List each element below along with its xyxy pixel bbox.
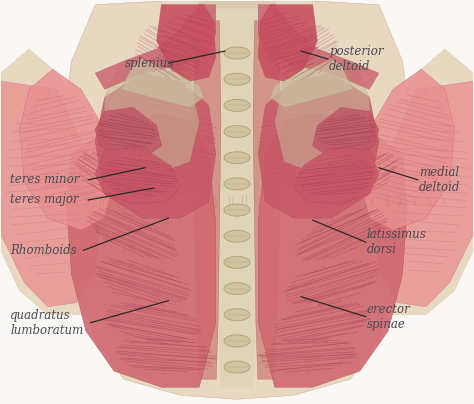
Text: Rhomboids: Rhomboids <box>10 244 77 257</box>
Polygon shape <box>294 147 379 204</box>
Ellipse shape <box>224 257 250 268</box>
Text: erector
spinae: erector spinae <box>367 303 410 331</box>
Polygon shape <box>258 5 318 81</box>
Polygon shape <box>374 81 474 307</box>
Text: teres minor: teres minor <box>10 173 80 186</box>
Ellipse shape <box>224 47 250 59</box>
Ellipse shape <box>224 152 250 164</box>
Polygon shape <box>253 21 281 379</box>
Text: quadratus
lumboratum: quadratus lumboratum <box>10 309 83 337</box>
Ellipse shape <box>224 99 250 112</box>
Ellipse shape <box>224 309 250 321</box>
Ellipse shape <box>224 178 250 190</box>
Polygon shape <box>95 147 180 204</box>
Polygon shape <box>19 69 114 230</box>
Polygon shape <box>258 73 379 218</box>
Polygon shape <box>270 59 353 107</box>
Polygon shape <box>275 57 369 172</box>
Ellipse shape <box>224 204 250 216</box>
Ellipse shape <box>224 282 250 295</box>
Polygon shape <box>67 114 216 387</box>
Polygon shape <box>258 5 379 89</box>
Polygon shape <box>95 107 161 158</box>
Text: posterior
deltoid: posterior deltoid <box>329 45 383 73</box>
Polygon shape <box>193 21 221 379</box>
Polygon shape <box>360 69 455 230</box>
Ellipse shape <box>224 73 250 85</box>
Text: splenius: splenius <box>125 57 174 69</box>
Polygon shape <box>62 1 412 399</box>
Text: latissimus
dorsi: latissimus dorsi <box>367 228 427 256</box>
Ellipse shape <box>224 361 250 373</box>
Polygon shape <box>190 1 284 61</box>
Polygon shape <box>360 49 474 315</box>
Polygon shape <box>95 73 216 218</box>
Ellipse shape <box>224 126 250 138</box>
Text: teres major: teres major <box>10 194 79 206</box>
Polygon shape <box>105 57 199 172</box>
Polygon shape <box>156 5 216 81</box>
Polygon shape <box>214 9 260 387</box>
Polygon shape <box>95 5 216 89</box>
Text: medial
deltoid: medial deltoid <box>419 166 460 194</box>
Polygon shape <box>0 49 114 315</box>
Polygon shape <box>313 107 379 158</box>
Ellipse shape <box>224 335 250 347</box>
Ellipse shape <box>224 230 250 242</box>
Polygon shape <box>0 81 100 307</box>
Polygon shape <box>121 59 204 107</box>
Polygon shape <box>258 114 407 387</box>
